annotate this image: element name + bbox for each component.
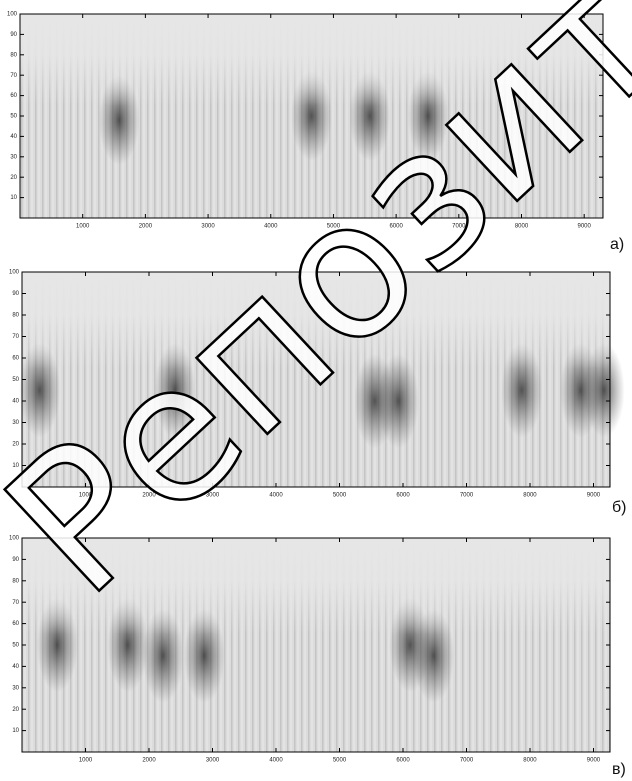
x-tick-label: 5000 <box>333 493 347 499</box>
x-tick-label: 4000 <box>269 493 283 499</box>
x-tick-label: 8000 <box>523 493 537 499</box>
y-tick-label: 80 <box>10 52 17 58</box>
y-tick-label: 90 <box>10 32 17 38</box>
y-tick-label: 70 <box>12 600 19 606</box>
x-tick-label: 3000 <box>201 224 215 230</box>
x-tick-label: 2000 <box>142 758 156 764</box>
y-tick-label: 100 <box>9 536 20 542</box>
y-tick-label: 50 <box>10 114 17 120</box>
x-tick-label: 5000 <box>333 758 347 764</box>
y-tick-label: 100 <box>7 12 18 18</box>
x-tick-label: 3000 <box>206 758 220 764</box>
y-tick-label: 40 <box>10 134 17 140</box>
x-tick-label: 8000 <box>523 758 537 764</box>
panel-label: а) <box>610 236 624 253</box>
y-tick-label: 40 <box>12 664 19 670</box>
x-tick-label: 6000 <box>396 758 410 764</box>
y-tick-label: 20 <box>12 707 19 713</box>
y-tick-label: 10 <box>10 195 17 201</box>
x-tick-label: 2000 <box>139 224 153 230</box>
x-tick-label: 4000 <box>269 758 283 764</box>
y-tick-label: 50 <box>12 643 19 649</box>
y-tick-label: 50 <box>12 377 19 383</box>
y-tick-label: 60 <box>12 356 19 362</box>
y-tick-label: 30 <box>12 685 19 691</box>
x-tick-label: 1000 <box>79 758 93 764</box>
x-tick-label: 9000 <box>587 493 601 499</box>
y-tick-label: 90 <box>12 557 19 563</box>
y-tick-label: 100 <box>9 270 20 276</box>
y-tick-label: 80 <box>12 313 19 319</box>
y-tick-label: 60 <box>12 621 19 627</box>
panel-label: б) <box>612 499 627 516</box>
figure: 1000 2000 3000 4000 5000 6000 7000 8000 9000 10 20… <box>0 0 632 781</box>
y-tick-label: 10 <box>12 728 19 734</box>
y-tick-label: 30 <box>10 154 17 160</box>
x-tick-label: 9000 <box>587 758 601 764</box>
panel-label: в) <box>612 761 626 778</box>
x-tick-label: 7000 <box>460 493 474 499</box>
y-tick-label: 80 <box>12 578 19 584</box>
y-tick-label: 60 <box>10 93 17 99</box>
y-tick-label: 70 <box>12 334 19 340</box>
x-tick-label: 1000 <box>76 224 90 230</box>
y-tick-label: 20 <box>10 175 17 181</box>
y-tick-label: 90 <box>12 291 19 297</box>
y-tick-label: 70 <box>10 73 17 79</box>
x-tick-label: 7000 <box>460 758 474 764</box>
y-tick-label: 40 <box>12 399 19 405</box>
x-tick-label: 6000 <box>396 493 410 499</box>
x-tick-label: 9000 <box>578 224 592 230</box>
